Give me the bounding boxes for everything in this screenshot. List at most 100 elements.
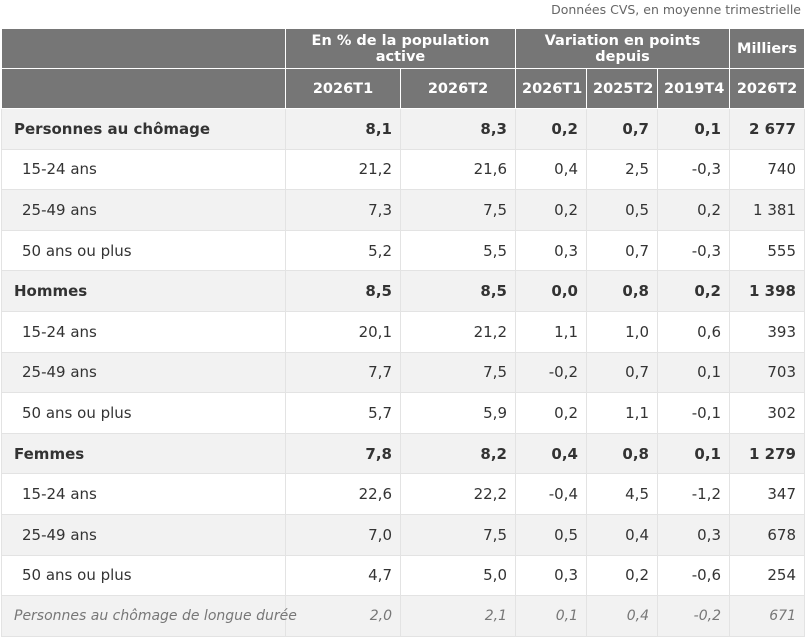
row-label: 50 ans ou plus (1, 392, 286, 434)
cell: 5,2 (285, 229, 401, 272)
cell: 0,7 (586, 108, 658, 150)
header-group-rate: En % de la population active (285, 28, 516, 69)
row-label: 25-49 ans (1, 189, 286, 231)
cell: 7,5 (400, 189, 516, 231)
cell: 2,0 (285, 595, 401, 637)
cell: -1,2 (657, 473, 730, 515)
cell: 0,7 (586, 351, 658, 394)
cell: 8,2 (400, 432, 516, 475)
cell: 21,6 (400, 148, 516, 191)
table-row: 50 ans ou plus 5,2 5,5 0,3 0,7 -0,3 555 (1, 229, 805, 272)
row-label: Personnes au chômage (1, 108, 286, 150)
table-row: 15-24 ans 20,1 21,2 1,1 1,0 0,6 393 (1, 310, 805, 353)
cell: 555 (729, 229, 805, 272)
cell: 302 (729, 392, 805, 434)
cell: 4,5 (586, 473, 658, 515)
row-label: Personnes au chômage de longue durée (1, 595, 297, 637)
cell: 0,2 (515, 392, 587, 434)
cell: 0,2 (515, 189, 587, 231)
cell: 0,1 (515, 595, 587, 637)
cell: 0,0 (515, 270, 587, 312)
header-col: 2026T2 (400, 68, 516, 109)
cell: 2,1 (400, 595, 516, 637)
cell: 0,4 (515, 148, 587, 191)
cell: 21,2 (400, 310, 516, 353)
cell: 0,2 (657, 189, 730, 231)
table-row-group: Femmes 7,8 8,2 0,4 0,8 0,1 1 279 (1, 432, 805, 475)
row-label: 15-24 ans (1, 473, 286, 515)
cell: 0,2 (586, 554, 658, 597)
cell: 5,5 (400, 229, 516, 272)
cell: 0,7 (586, 229, 658, 272)
header-col: 2026T1 (285, 68, 401, 109)
cell: 1 279 (729, 432, 805, 475)
cell: 0,1 (657, 108, 730, 150)
row-label: 50 ans ou plus (1, 229, 286, 272)
row-label: 25-49 ans (1, 351, 286, 394)
cell: 254 (729, 554, 805, 597)
header-blank (1, 28, 286, 69)
cell: -0,6 (657, 554, 730, 597)
header-group-thousands: Milliers (729, 28, 805, 69)
unemployment-table: En % de la population active Variation e… (1, 28, 805, 637)
table-row: 25-49 ans 7,0 7,5 0,5 0,4 0,3 678 (1, 513, 805, 556)
cell: 0,3 (515, 554, 587, 597)
cell: 0,3 (657, 513, 730, 556)
cell: 8,5 (285, 270, 401, 312)
table-row: 50 ans ou plus 5,7 5,9 0,2 1,1 -0,1 302 (1, 392, 805, 434)
table-row-long-term: Personnes au chômage de longue durée 2,0… (1, 595, 805, 637)
cell: 703 (729, 351, 805, 394)
cell: -0,3 (657, 229, 730, 272)
row-label: 50 ans ou plus (1, 554, 286, 597)
row-label: Hommes (1, 270, 286, 312)
cell: 5,7 (285, 392, 401, 434)
table-row-group: Hommes 8,5 8,5 0,0 0,8 0,2 1 398 (1, 270, 805, 312)
cell: 7,5 (400, 351, 516, 394)
header-group-variation: Variation en points depuis (515, 28, 730, 69)
cell: 7,0 (285, 513, 401, 556)
cell: 0,2 (657, 270, 730, 312)
cell: 7,7 (285, 351, 401, 394)
table-row-group: Personnes au chômage 8,1 8,3 0,2 0,7 0,1… (1, 108, 805, 150)
cell: 20,1 (285, 310, 401, 353)
table-row: 15-24 ans 22,6 22,2 -0,4 4,5 -1,2 347 (1, 473, 805, 515)
cell: 8,1 (285, 108, 401, 150)
cell: 7,3 (285, 189, 401, 231)
cell: 0,1 (657, 432, 730, 475)
cell: 21,2 (285, 148, 401, 191)
cell: 0,6 (657, 310, 730, 353)
cell: 0,8 (586, 270, 658, 312)
cell: 0,5 (515, 513, 587, 556)
table-row: 15-24 ans 21,2 21,6 0,4 2,5 -0,3 740 (1, 148, 805, 191)
cell: 5,9 (400, 392, 516, 434)
cell: 0,2 (515, 108, 587, 150)
cell: 22,6 (285, 473, 401, 515)
cell: 0,4 (586, 595, 658, 637)
cell: 22,2 (400, 473, 516, 515)
cell: 0,4 (586, 513, 658, 556)
cell: -0,1 (657, 392, 730, 434)
header-col: 2026T2 (729, 68, 805, 109)
header-row-groups: En % de la population active Variation e… (1, 28, 805, 69)
cell: 1,0 (586, 310, 658, 353)
cell: 5,0 (400, 554, 516, 597)
cell: 8,5 (400, 270, 516, 312)
cell: 7,5 (400, 513, 516, 556)
cell: -0,2 (515, 351, 587, 394)
row-label: 15-24 ans (1, 148, 286, 191)
cell: 0,1 (657, 351, 730, 394)
cell: 0,3 (515, 229, 587, 272)
cell: 740 (729, 148, 805, 191)
cell: 678 (729, 513, 805, 556)
cell: 7,8 (285, 432, 401, 475)
header-col: 2025T2 (586, 68, 658, 109)
header-blank-2 (1, 68, 286, 109)
header-col: 2019T4 (657, 68, 730, 109)
table-row: 50 ans ou plus 4,7 5,0 0,3 0,2 -0,6 254 (1, 554, 805, 597)
cell: 1 398 (729, 270, 805, 312)
cell: 8,3 (400, 108, 516, 150)
header-col: 2026T1 (515, 68, 587, 109)
cell: 1,1 (515, 310, 587, 353)
row-label: 15-24 ans (1, 310, 286, 353)
cell: 1,1 (586, 392, 658, 434)
